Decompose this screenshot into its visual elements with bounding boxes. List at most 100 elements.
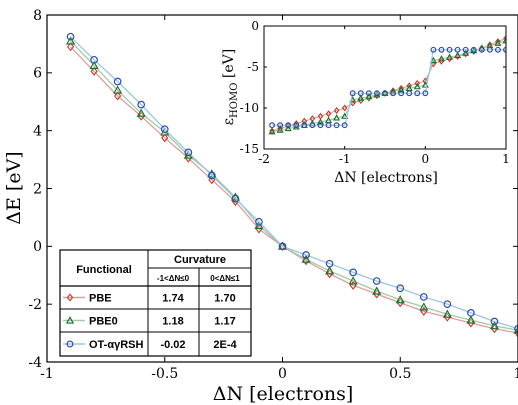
inset-data-point (333, 114, 341, 121)
inset-data-point (285, 122, 292, 129)
inset-data-point (495, 38, 501, 46)
inset-data-point (357, 94, 365, 101)
inset-data-point (445, 53, 454, 60)
main-plot: -1 -0.5 0 0.5 1 8 6 4 2 0 -2 -4 ΔN [electrons] ΔE [… (3, 8, 518, 405)
inset-xlabel: ΔN [electrons] (334, 170, 438, 186)
main-data-point (443, 312, 451, 322)
inset-data-point (502, 37, 506, 44)
main-data-point (113, 77, 122, 86)
main-data-point (443, 300, 452, 309)
main-data-point (372, 277, 381, 285)
table-subheader-1: -1<ΔN≤0 (157, 274, 190, 283)
main-y-tick-label: -4 (28, 355, 42, 371)
main-data-point (137, 100, 146, 109)
inset-data-point (494, 46, 501, 53)
main-x-tick-label: -0.5 (151, 366, 178, 382)
inset-data-point (316, 118, 325, 125)
inset-data-point (276, 126, 284, 133)
inset-data-point (486, 46, 493, 53)
table-header-functional: Functional (76, 264, 132, 276)
inset-data-point (503, 46, 506, 53)
inset-ticks: -2 -1 0 10-5-10-15 (240, 19, 510, 166)
main-data-point (231, 194, 240, 203)
main-ylabel: ΔE [eV] (3, 151, 25, 224)
main-y-tick-label: 4 (33, 124, 42, 140)
main-y-tick-label: 6 (33, 66, 42, 82)
main-data-point (114, 91, 122, 101)
main-x-tick-label: -1 (40, 366, 54, 382)
table-row-name: PBE0 (89, 316, 118, 328)
curvature-table: Functional Curvature -1<ΔN≤0 0<ΔN≤1 PBE 1… (59, 249, 252, 357)
inset-data-point (398, 90, 405, 97)
inset-data-point (325, 110, 332, 118)
inset-plot: -2 -1 0 10-5-10-15 ΔN [electrons] εHOMO [eV… (221, 19, 510, 186)
inset-data-point (382, 90, 388, 97)
inset-ylabel-unit: [eV] (221, 49, 237, 83)
inset-data-point (390, 90, 397, 97)
inset-data-point (373, 90, 380, 97)
main-data-point (513, 325, 518, 334)
inset-x-tick-label: -2 (258, 152, 270, 166)
main-data-point (208, 171, 216, 180)
inset-ylabel-main: ε (221, 118, 237, 125)
main-data-point (349, 268, 357, 277)
inset-x-tick-label: 1 (502, 152, 510, 166)
inset-data-point (309, 122, 316, 129)
main-series-triangle (66, 36, 518, 334)
inset-data-point (269, 122, 276, 129)
inset-data-point (406, 90, 413, 97)
inset-data-point (430, 46, 437, 53)
table-row: PBE 1.74 1.70 (63, 293, 236, 305)
main-data-point (325, 266, 335, 275)
inset-data-point (333, 106, 340, 114)
main-data-point (66, 36, 76, 45)
main-data-point (89, 60, 99, 70)
inset-y-tick-label: -5 (247, 60, 259, 74)
inset-data-point (268, 128, 276, 135)
inset-data-point (341, 122, 348, 129)
inset-data-point (437, 55, 446, 62)
inset-data-point (414, 79, 421, 87)
table-rows: PBE 1.74 1.70 PBE0 1.18 1.17 OT-αγRSH -0.02 2E-4 (63, 293, 237, 351)
main-data-point (490, 317, 499, 326)
inset-data-point (446, 46, 453, 53)
inset-data-point (462, 46, 469, 53)
main-data-point (184, 148, 193, 157)
main-data-point (373, 289, 381, 299)
main-data-point (325, 259, 334, 268)
main-data-point (466, 315, 476, 324)
main-y-tick-label: 0 (33, 239, 42, 255)
inset-data-point (284, 124, 292, 132)
main-data-point (348, 276, 358, 285)
table-legend-marker (65, 316, 75, 324)
inset-data-point (325, 122, 332, 129)
inset-data-point (454, 46, 461, 53)
inset-data-point (422, 90, 429, 97)
inset-data-point (349, 90, 356, 97)
main-data-point (66, 32, 75, 41)
main-series-circle (66, 32, 518, 333)
inset-data-point (454, 51, 462, 59)
inset-data-point (478, 46, 485, 53)
inset-data-point (438, 46, 445, 53)
table-row-value-1: 1.74 (162, 293, 184, 305)
table-row: PBE0 1.18 1.17 (63, 316, 236, 328)
main-data-point (514, 324, 518, 333)
main-data-point (326, 269, 334, 279)
main-data-point (254, 220, 264, 229)
main-data-point (419, 302, 429, 311)
inset-data-point (277, 122, 284, 129)
inset-data-point (293, 122, 300, 129)
inset-data-point (414, 90, 421, 97)
inset-background (264, 26, 506, 149)
main-data-point (160, 125, 169, 134)
main-data-point (90, 55, 98, 64)
table-row-value-1: 1.18 (162, 316, 183, 328)
inset-data-point (429, 56, 437, 64)
inset-data-point (462, 49, 470, 56)
main-series-line (70, 36, 518, 330)
main-x-tick-label: 0 (278, 366, 287, 382)
main-series-group (66, 32, 518, 338)
main-xlabel: ΔN [electrons] (213, 383, 354, 405)
table-row: OT-αγRSH -0.02 2E-4 (63, 339, 237, 351)
